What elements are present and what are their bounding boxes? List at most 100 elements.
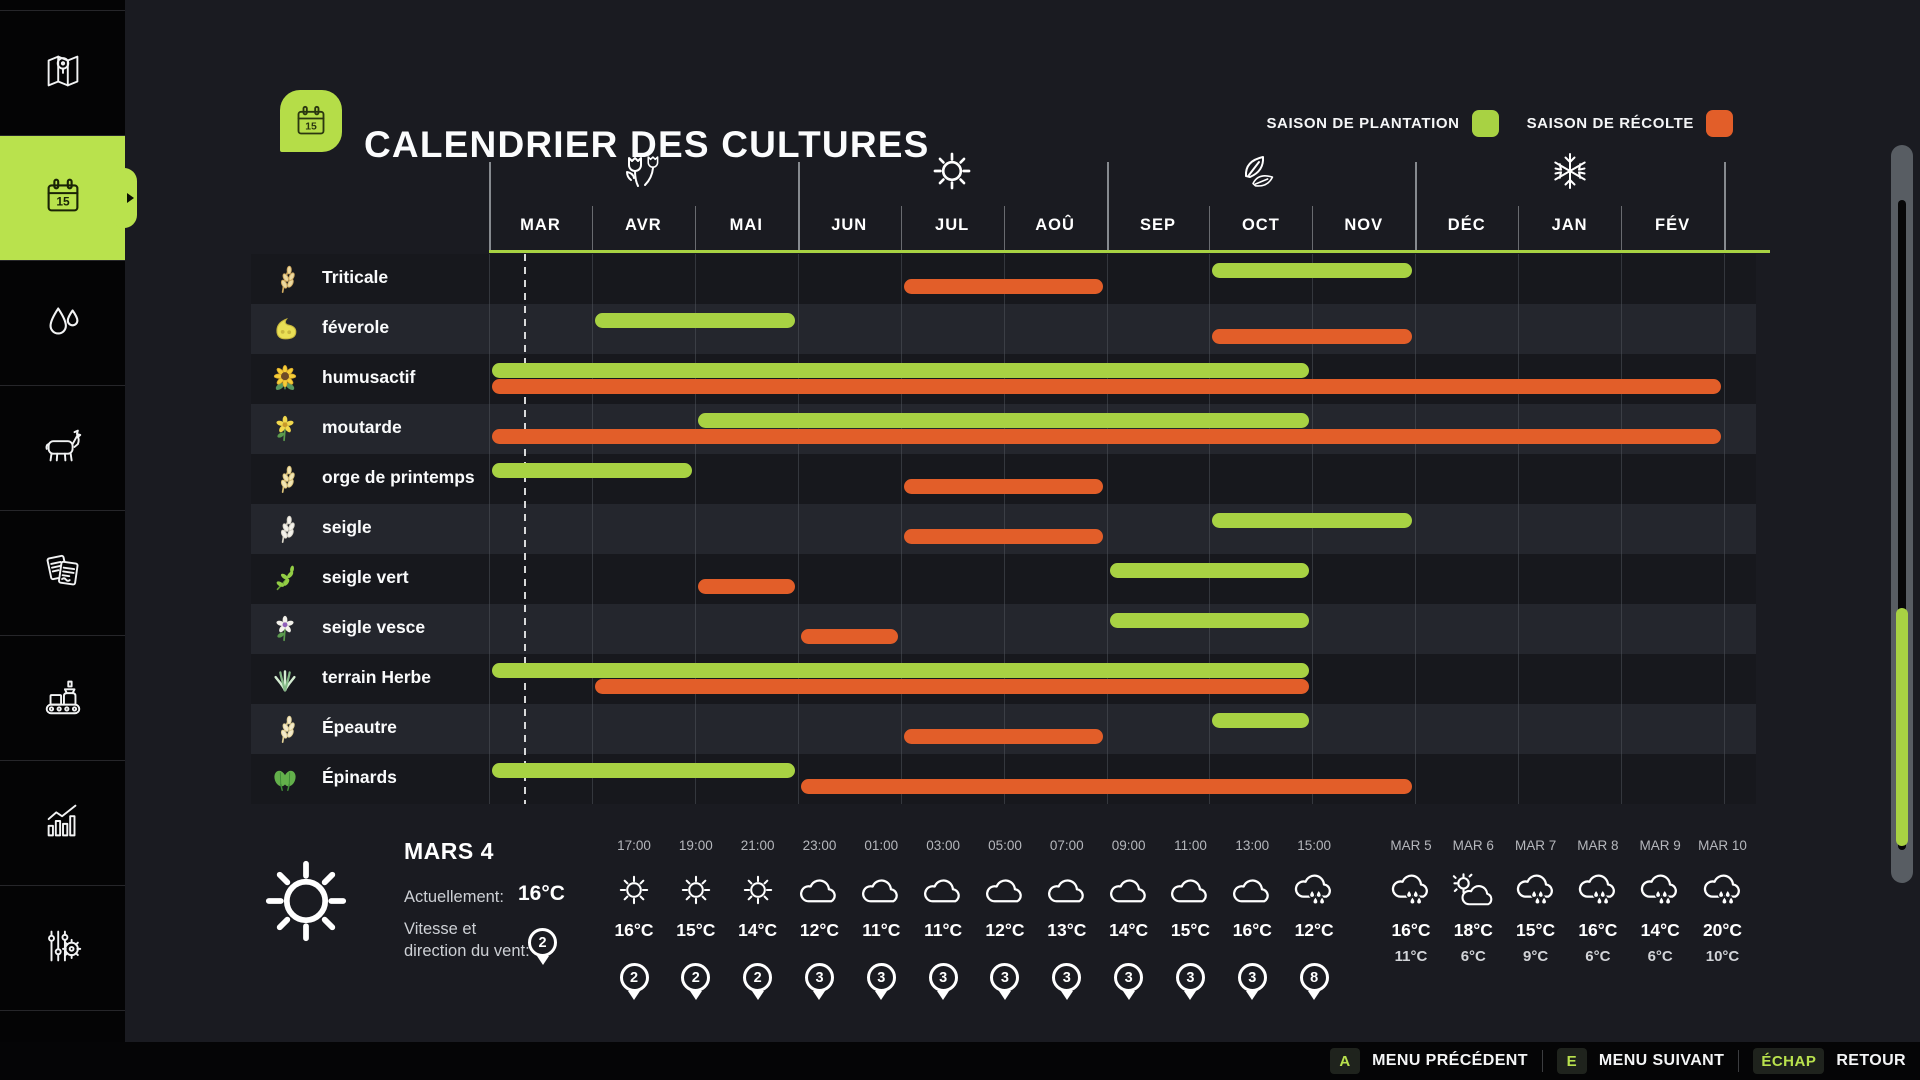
bottom-hint-bar: A MENU PRÉCÉDENT E MENU SUIVANT ÉCHAP RETOUR (0, 1042, 1920, 1080)
gridline (1621, 254, 1623, 804)
gridline (1415, 254, 1417, 804)
daily-date: MAR 7 (1514, 838, 1557, 853)
calendar-app-icon (280, 90, 342, 152)
hourly-forecast-item: 23:00 12°C 3 (788, 838, 850, 992)
month-label-AVR: AVR (625, 216, 662, 234)
hourly-temp: 14°C (738, 920, 778, 940)
planting-bar (492, 663, 1310, 678)
sidebar-item-contracts[interactable] (0, 510, 125, 635)
harvest-bar (903, 729, 1104, 744)
month-label-OCT: OCT (1241, 216, 1280, 234)
hourly-temp: 12°C (1294, 920, 1334, 940)
divider (1541, 1050, 1543, 1072)
crop-label: seigle vesce (322, 617, 426, 637)
sidebar-item-water[interactable] (0, 260, 125, 385)
production-icon (40, 673, 86, 724)
daily-low-temp: 10°C (1705, 948, 1740, 965)
planting-bar (492, 463, 692, 478)
hourly-time: 03:00 (926, 838, 961, 853)
daily-forecast-item: MAR 9 14°C 6°C (1629, 838, 1691, 965)
harvest-bar (903, 479, 1104, 494)
daily-date: MAR 6 (1452, 838, 1494, 853)
cloud-icon (788, 864, 850, 916)
grid-tick (694, 206, 696, 250)
hourly-forecast-item: 01:00 11°C 3 (850, 838, 912, 992)
current-date-line (524, 254, 526, 804)
cloud-icon (1159, 864, 1221, 916)
hint-retour[interactable]: ÉCHAP RETOUR (1753, 1048, 1906, 1074)
gridline (1106, 254, 1108, 804)
cloud-rain-icon (1692, 864, 1754, 916)
sidebar-item-statistics[interactable] (0, 760, 125, 885)
page-title: CALENDRIER DES CULTURES (364, 123, 930, 165)
wind-pin: 2 (619, 963, 649, 992)
keycap-e: E (1556, 1048, 1587, 1074)
cloud-rain-icon (1629, 864, 1691, 916)
wind-pin: 3 (804, 963, 834, 992)
hourly-time: 21:00 (740, 838, 775, 853)
harvest-bar (903, 529, 1104, 544)
scrollbar[interactable] (1891, 145, 1913, 883)
daily-date: MAR 8 (1577, 838, 1619, 853)
settings-icon (40, 923, 86, 974)
daily-low-temp: 11°C (1394, 948, 1428, 965)
keycap-a: A (1330, 1048, 1361, 1074)
wind-pin: 3 (928, 963, 958, 992)
scrollbar-track (1898, 200, 1906, 850)
gridline (900, 254, 902, 804)
current-weather-sun-icon (258, 853, 354, 954)
month-label-DÉC: DÉC (1447, 216, 1486, 234)
wind-value: 3 (939, 969, 948, 986)
crop-row: Épeautre (251, 704, 1756, 754)
hourly-time: 11:00 (1174, 838, 1207, 853)
hint-menu-precedent[interactable]: A MENU PRÉCÉDENT (1330, 1048, 1528, 1074)
harvest-color-swatch (1706, 110, 1733, 137)
sidebar-item-map[interactable] (0, 10, 125, 135)
daily-date: MAR 5 (1390, 838, 1432, 853)
crop-label: Épeautre (322, 717, 397, 737)
season-summer-icon (930, 149, 974, 198)
sidebar-item-settings[interactable] (0, 885, 125, 1011)
daily-high-temp: 20°C (1702, 920, 1743, 940)
month-label-JUN: JUN (831, 216, 868, 234)
month-label-NOV: NOV (1344, 216, 1384, 234)
sun-icon (665, 864, 727, 916)
season-spring-icon (621, 149, 665, 198)
month-label-JUL: JUL (935, 216, 970, 234)
wind-value: 2 (691, 969, 700, 986)
sidebar-item-calendar[interactable] (0, 135, 125, 260)
wind-label: Vitesse et direction du vent: (404, 920, 530, 960)
daily-high-temp: 16°C (1391, 920, 1431, 940)
sidebar-item-production[interactable] (0, 635, 125, 760)
daily-low-temp: 6°C (1585, 948, 1611, 965)
scrollbar-thumb[interactable] (1896, 608, 1908, 846)
hint-menu-suivant[interactable]: E MENU SUIVANT (1556, 1048, 1724, 1074)
hourly-time: 09:00 (1111, 838, 1146, 853)
month-header-underline (489, 250, 1770, 253)
wind-pin: 2 (528, 928, 557, 957)
statistics-icon (40, 798, 86, 849)
daily-forecast-item: MAR 8 16°C 6°C (1567, 838, 1629, 965)
cloud-icon (1221, 864, 1283, 916)
grid-tick (489, 162, 491, 250)
branch-icon (270, 564, 300, 594)
sun-icon (727, 864, 789, 916)
sidebar-item-animals[interactable] (0, 385, 125, 510)
hourly-forecast-item: 19:00 15°C 2 (665, 838, 727, 992)
hourly-temp: 13°C (1047, 920, 1087, 940)
wind-pin: 3 (1237, 963, 1267, 992)
crop-row: terrain Herbe (251, 654, 1756, 704)
planting-bar (697, 413, 1310, 428)
planting-bar (1212, 713, 1310, 728)
daily-date: MAR 10 (1698, 838, 1747, 853)
wheat-icon (270, 514, 300, 544)
sunflower-icon (270, 364, 300, 394)
wheat-icon (270, 464, 300, 494)
hourly-temp: 16°C (614, 920, 654, 940)
hourly-time: 19:00 (678, 838, 713, 853)
daily-high-temp: 14°C (1640, 920, 1680, 940)
hourly-temp: 12°C (799, 920, 840, 940)
hourly-time: 07:00 (1049, 838, 1084, 853)
grid-tick (900, 206, 902, 250)
grid-tick (1724, 162, 1726, 250)
